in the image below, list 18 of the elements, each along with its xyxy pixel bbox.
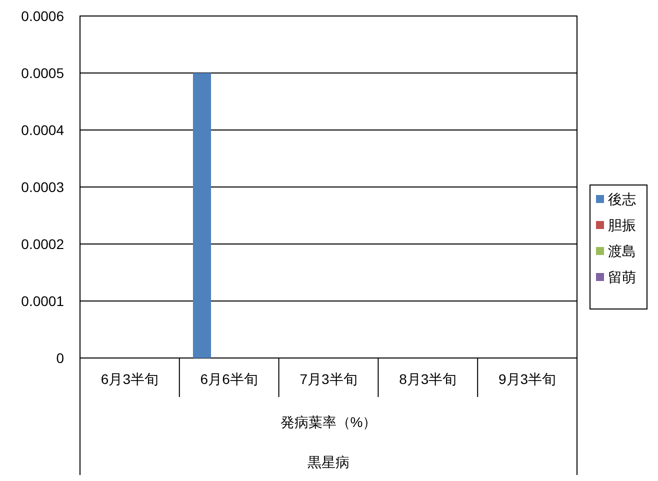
x-tick-label: 7月3半旬 (300, 371, 358, 387)
legend-label: 渡島 (608, 242, 636, 259)
x-axis-title: 発病葉率（%） (280, 414, 377, 430)
legend-label: 胆振 (608, 216, 636, 233)
x-tick-label: 6月6半旬 (200, 371, 258, 387)
x-tick-label: 8月3半旬 (399, 371, 457, 387)
y-tick-label: 0.0004 (21, 122, 64, 138)
y-tick-label: 0.0003 (21, 178, 64, 195)
x-tick-label: 6月3半旬 (100, 371, 158, 387)
legend-label: 後志 (608, 190, 636, 207)
y-tick-label: 0.0002 (21, 236, 64, 252)
y-tick-label: 0.0005 (21, 64, 64, 81)
text: 黒星病 (308, 454, 350, 470)
y-tick-label: 0.0006 (21, 8, 64, 24)
y-tick-label: 0.0001 (21, 292, 64, 309)
y-tick-label: 0 (56, 350, 64, 366)
x-tick-label: 9月3半旬 (498, 371, 556, 387)
legend-label: 留萌 (608, 268, 636, 285)
